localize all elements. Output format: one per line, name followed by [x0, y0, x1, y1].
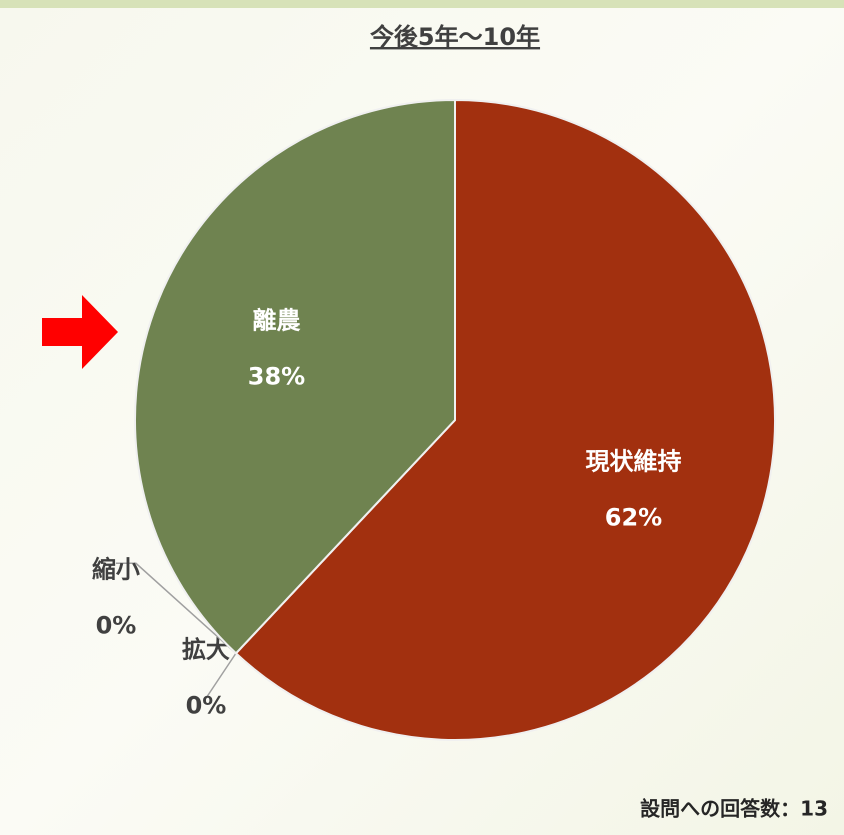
arrow: [42, 295, 118, 369]
note: 設問への回答数：13: [640, 797, 828, 821]
data-label-category: 離農: [252, 306, 300, 334]
data-label-value: 0%: [96, 611, 137, 639]
pie-slice: [234, 98, 776, 741]
chart-title: 今後5年～10年: [370, 23, 540, 51]
data-label-category: 現状維持: [586, 448, 682, 476]
data-label-category: 縮小: [92, 555, 140, 583]
data-label-value: 0%: [186, 691, 227, 719]
pie-slice: [134, 98, 456, 655]
data-label-value: 38%: [248, 362, 305, 390]
leader-line: [205, 652, 237, 699]
top-band: [0, 0, 844, 8]
leader-line: [115, 562, 237, 654]
data-label-value: 62%: [605, 504, 662, 532]
